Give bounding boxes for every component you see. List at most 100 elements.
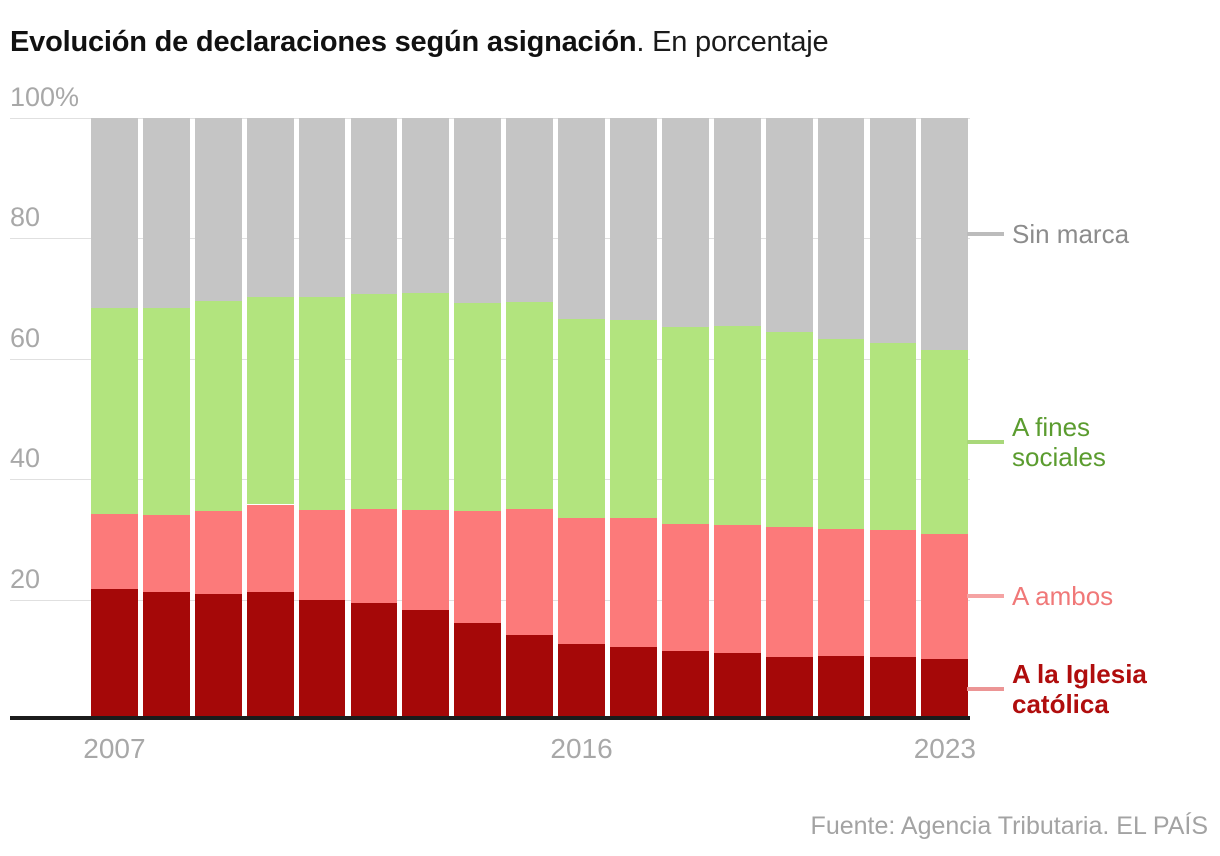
bar-segment-2012-sin-marca xyxy=(350,118,398,295)
bar-2019 xyxy=(713,118,761,720)
bar-2009 xyxy=(194,118,242,720)
legend-label-line: Sin marca xyxy=(1012,218,1130,249)
bar-segment-2009-a-la-iglesia-católica xyxy=(194,594,242,720)
bar-2017 xyxy=(610,118,657,720)
bar-2008 xyxy=(142,118,190,720)
bar-2011 xyxy=(298,118,346,720)
bar-2012 xyxy=(350,118,398,720)
y-tick-label-100: 100% xyxy=(10,82,80,112)
bar-2015 xyxy=(506,118,554,720)
bar-segment-2023-sin-marca xyxy=(921,118,969,350)
bar-segment-2023-a-fines-sociales xyxy=(921,349,969,534)
bar-segment-2011-a-fines-sociales xyxy=(298,296,346,510)
bar-segment-2018-a-fines-sociales xyxy=(661,326,709,524)
bar-2023 xyxy=(921,118,969,720)
bar-segment-2020-a-ambos xyxy=(765,526,813,657)
bar-2021 xyxy=(817,118,865,720)
x-tick-label-2007: 2007 xyxy=(83,733,146,764)
chart-title: Evolución de declaraciones según asignac… xyxy=(10,26,829,59)
bar-segment-2016-a-la-iglesia-católica xyxy=(558,643,605,720)
bar-segment-2010-a-la-iglesia-católica xyxy=(246,591,294,720)
bar-segment-2008-a-fines-sociales xyxy=(142,308,190,515)
chart-title-main: Evolución de declaraciones según asignac… xyxy=(10,26,637,58)
bar-segment-2017-a-la-iglesia-católica xyxy=(610,647,657,720)
bar-segment-2021-a-la-iglesia-católica xyxy=(817,656,865,720)
legend-label-a-ambos: A ambos xyxy=(1012,581,1113,611)
bar-segment-2014-a-ambos xyxy=(454,510,502,624)
bar-segment-2017-a-ambos xyxy=(610,518,657,648)
bar-segment-2018-a-la-iglesia-católica xyxy=(661,650,709,720)
bar-segment-2009-a-fines-sociales xyxy=(194,301,242,511)
bar-segment-2015-sin-marca xyxy=(506,118,554,303)
bar-segment-2021-sin-marca xyxy=(817,118,865,339)
bar-segment-2019-sin-marca xyxy=(713,118,761,326)
source-credit: Fuente: Agencia Tributaria. EL PAÍS xyxy=(810,812,1208,840)
bar-2020 xyxy=(765,118,813,720)
bar-segment-2009-sin-marca xyxy=(194,118,242,302)
legend-label-line: A la Iglesia xyxy=(1012,659,1147,690)
bar-segment-2007-a-la-iglesia-católica xyxy=(91,589,138,720)
bar-segment-2010-sin-marca xyxy=(246,118,294,298)
bar-2014 xyxy=(454,118,502,720)
bar-segment-2009-a-ambos xyxy=(194,510,242,595)
bar-segment-2007-sin-marca xyxy=(91,118,138,309)
bar-segment-2017-a-fines-sociales xyxy=(610,320,657,519)
legend-label-line: sociales xyxy=(1012,441,1106,472)
bar-segment-2015-a-fines-sociales xyxy=(506,302,554,509)
bar-segment-2007-a-fines-sociales xyxy=(91,308,138,514)
y-tick-label-20: 20 xyxy=(10,563,41,594)
legend-tick-a-fines-sociales xyxy=(967,439,1004,444)
bar-segment-2022-a-la-iglesia-católica xyxy=(869,656,917,720)
bar-segment-2023-a-ambos xyxy=(921,534,969,659)
bar-segment-2011-sin-marca xyxy=(298,118,346,297)
bar-segment-2012-a-ambos xyxy=(350,509,398,604)
bar-segment-2014-a-fines-sociales xyxy=(454,303,502,511)
legend-label-line: A ambos xyxy=(1012,581,1114,612)
bar-2010 xyxy=(246,118,294,720)
y-tick-label-60: 60 xyxy=(10,322,41,353)
bar-segment-2012-a-la-iglesia-católica xyxy=(350,603,398,720)
legend-label-line: A fines xyxy=(1012,411,1091,442)
bar-segment-2022-a-ambos xyxy=(869,529,917,657)
bar-segment-2020-a-la-iglesia-católica xyxy=(765,656,813,720)
bar-2018 xyxy=(661,118,709,720)
bar-segment-2013-sin-marca xyxy=(402,118,450,294)
x-axis-line xyxy=(10,716,970,720)
bar-segment-2016-a-ambos xyxy=(558,517,605,644)
bar-segment-2020-sin-marca xyxy=(765,118,813,333)
chart-title-subtitle: . En porcentaje xyxy=(636,26,829,58)
bar-segment-2010-a-ambos xyxy=(246,504,294,592)
bar-segment-2015-a-la-iglesia-católica xyxy=(506,634,554,720)
legend-label-sin-marca: Sin marca xyxy=(1012,219,1129,249)
bar-2013 xyxy=(402,118,450,720)
bar-segment-2011-a-la-iglesia-católica xyxy=(298,599,346,720)
bar-segment-2015-a-ambos xyxy=(506,508,554,635)
bar-segment-2021-a-ambos xyxy=(817,529,865,657)
bar-segment-2007-a-ambos xyxy=(91,513,138,590)
bar-segment-2018-a-ambos xyxy=(661,523,709,651)
y-tick-label-40: 40 xyxy=(10,443,41,474)
bar-segment-2013-a-ambos xyxy=(402,509,450,611)
bar-segment-2008-a-ambos xyxy=(142,514,190,593)
bar-segment-2021-a-fines-sociales xyxy=(817,338,865,530)
legend-tick-sin-marca xyxy=(967,231,1004,236)
bar-segment-2019-a-la-iglesia-católica xyxy=(713,653,761,720)
bar-segment-2018-sin-marca xyxy=(661,118,709,327)
bar-segment-2008-sin-marca xyxy=(142,118,190,309)
bar-segment-2023-a-la-iglesia-católica xyxy=(921,658,969,720)
bar-2022 xyxy=(869,118,917,720)
y-tick-label-80: 80 xyxy=(10,202,41,233)
bar-segment-2020-a-fines-sociales xyxy=(765,332,813,527)
bar-segment-2011-a-ambos xyxy=(298,509,346,600)
bar-segment-2016-sin-marca xyxy=(558,118,605,320)
x-tick-label-2023: 2023 xyxy=(913,733,976,764)
legend-tick-a-ambos xyxy=(967,594,1004,599)
legend-label-a-fines-sociales: A fines sociales xyxy=(1012,412,1106,472)
bar-segment-2013-a-fines-sociales xyxy=(402,293,450,510)
bar-segment-2013-a-la-iglesia-católica xyxy=(402,610,450,720)
bar-segment-2022-a-fines-sociales xyxy=(869,342,917,530)
bar-2007 xyxy=(91,118,138,720)
bar-segment-2017-sin-marca xyxy=(610,118,657,321)
bar-segment-2019-a-fines-sociales xyxy=(713,325,761,525)
